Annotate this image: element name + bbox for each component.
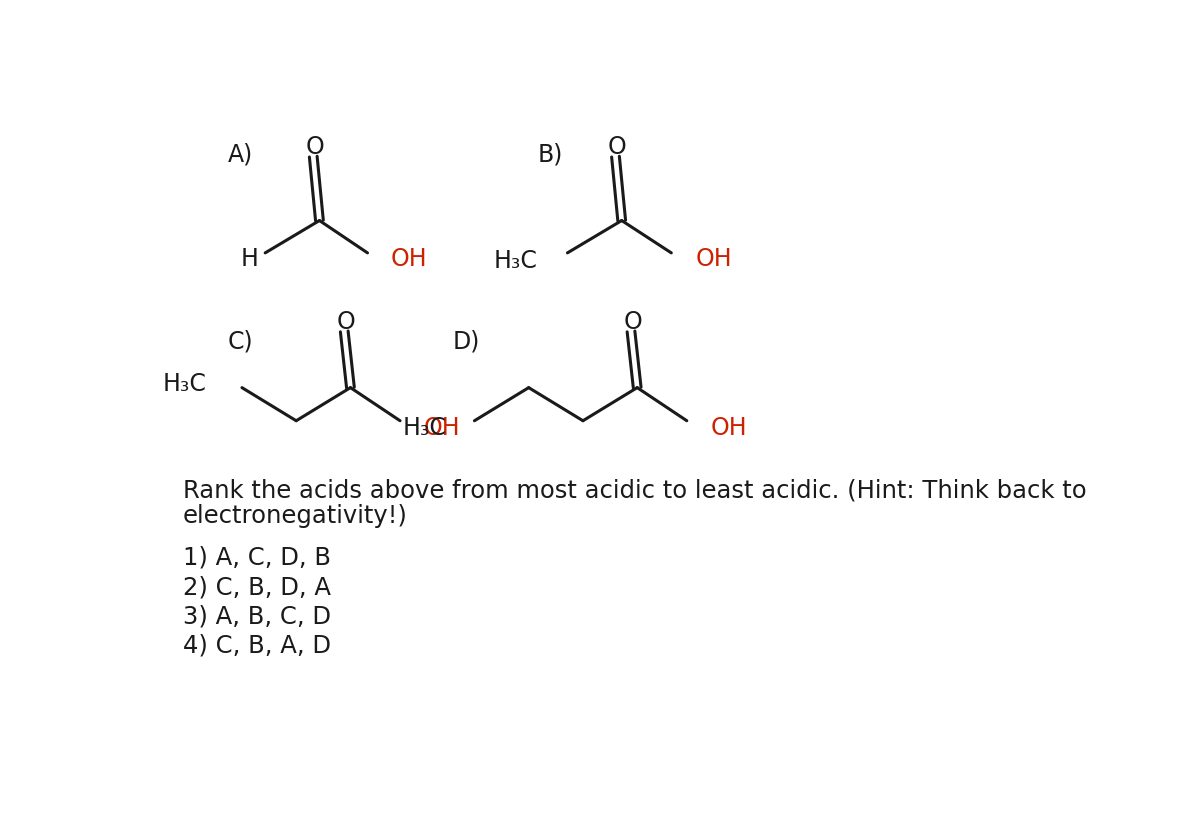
Text: OH: OH: [391, 247, 427, 271]
Text: 3) A, B, C, D: 3) A, B, C, D: [183, 604, 331, 629]
Text: O: O: [306, 134, 324, 159]
Text: H₃C: H₃C: [163, 372, 206, 396]
Text: OH: OH: [424, 416, 461, 441]
Text: A): A): [228, 143, 253, 166]
Text: O: O: [608, 134, 626, 159]
Text: electronegativity!): electronegativity!): [183, 504, 408, 528]
Text: O: O: [624, 310, 642, 335]
Text: 4) C, B, A, D: 4) C, B, A, D: [183, 634, 331, 658]
Text: H₃C: H₃C: [402, 416, 447, 441]
Text: OH: OH: [696, 247, 732, 271]
Text: C): C): [228, 330, 254, 353]
Text: H₃C: H₃C: [494, 249, 538, 273]
Text: 2) C, B, D, A: 2) C, B, D, A: [183, 575, 331, 599]
Text: H: H: [241, 247, 259, 271]
Text: D): D): [453, 330, 480, 353]
Text: B): B): [538, 143, 563, 166]
Text: 1) A, C, D, B: 1) A, C, D, B: [183, 545, 331, 570]
Text: Rank the acids above from most acidic to least acidic. (Hint: Think back to: Rank the acids above from most acidic to…: [183, 478, 1087, 502]
Text: OH: OH: [710, 416, 748, 441]
Text: O: O: [336, 310, 355, 335]
